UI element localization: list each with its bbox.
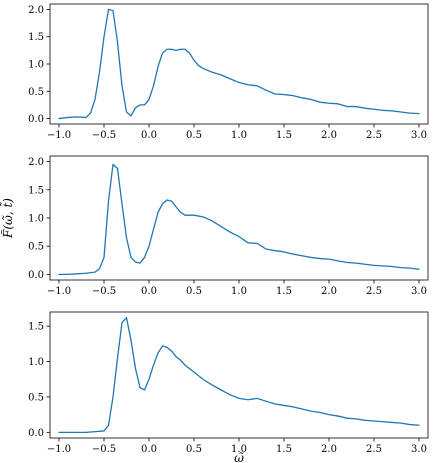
y-axis-label: F̃(ω̃, t̃) (0, 198, 15, 239)
y-tick-label: 1.0 (28, 357, 44, 368)
y-tick-label: 1.0 (28, 214, 44, 225)
y-tick-label: 2.0 (28, 157, 44, 168)
axes-frame (49, 311, 429, 439)
x-tick-label: −0.5 (92, 444, 116, 455)
x-tick-label: 0.0 (141, 444, 157, 455)
y-tick-label: 1.5 (28, 185, 44, 196)
y-tick-label: 2.0 (28, 5, 44, 16)
panel-2: −1.0 −0.5 0.0 0.5 1.0 1.5 2.0 2.5 3.0 0.0 0.5 1.0 1.… (0, 155, 429, 297)
x-tick-label: 2.0 (321, 130, 337, 141)
y-tick-label: 0.5 (28, 242, 44, 253)
y-tick-label: 1.5 (28, 322, 44, 333)
y-tick-label: 0.0 (28, 428, 44, 439)
x-tick-label: 0.0 (141, 286, 157, 297)
x-tick-label: −0.5 (92, 130, 116, 141)
x-tick-label: −0.5 (92, 286, 116, 297)
y-tick-label: 0.5 (28, 392, 44, 403)
x-tick-label: −1.0 (47, 286, 71, 297)
x-tick-label: 2.5 (366, 444, 382, 455)
x-axis-label: ω̃ (234, 451, 244, 463)
x-tick-label: 2.0 (321, 444, 337, 455)
x-tick-label: 3.0 (411, 444, 427, 455)
x-tick-label: 2.5 (366, 130, 382, 141)
series-line-panel-2-1 (58, 163, 420, 276)
panel-3: −1.0 −0.5 0.0 0.5 1.0 1.5 2.0 2.5 3.0 0.0 0.5 1.0 1.… (28, 311, 429, 463)
y-tick-label: 1.0 (28, 60, 44, 71)
y-tick-label: 0.5 (28, 87, 44, 98)
x-tick-label: 3.0 (411, 130, 427, 141)
x-tick-label: 2.5 (366, 286, 382, 297)
x-tick-label: 3.0 (411, 286, 427, 297)
y-tick-label: 1.5 (28, 32, 44, 43)
panel-1: −1.0 −0.5 0.0 0.5 1.0 1.5 2.0 2.5 3.0 0.0 0.5 1.0 1.… (28, 3, 429, 141)
x-tick-label: 1.5 (276, 286, 292, 297)
y-tick-label: 0.0 (28, 114, 44, 125)
x-tick-label: 1.0 (231, 444, 247, 455)
x-tick-label: 2.0 (321, 286, 337, 297)
x-tick-label: 1.5 (276, 444, 292, 455)
x-tick-label: 1.0 (231, 130, 247, 141)
x-tick-label: 0.0 (141, 130, 157, 141)
series-line-panel-3-1 (58, 317, 420, 433)
x-tick-label: 1.0 (231, 286, 247, 297)
x-tick-label: 0.5 (186, 130, 202, 141)
y-tick-label: 0.0 (28, 270, 44, 281)
x-tick-label: 0.5 (186, 286, 202, 297)
x-tick-label: −1.0 (47, 444, 71, 455)
series-line-panel-1-1 (58, 8, 420, 120)
x-tick-label: 0.5 (186, 444, 202, 455)
x-tick-label: −1.0 (47, 130, 71, 141)
x-tick-label: 1.5 (276, 130, 292, 141)
